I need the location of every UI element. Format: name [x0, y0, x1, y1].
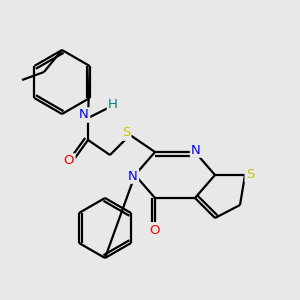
Text: S: S: [122, 127, 130, 140]
Text: H: H: [108, 98, 118, 112]
Text: S: S: [246, 169, 254, 182]
Text: O: O: [64, 154, 74, 167]
Text: N: N: [128, 169, 138, 182]
Text: N: N: [191, 143, 201, 157]
Text: N: N: [79, 109, 89, 122]
Text: O: O: [150, 224, 160, 236]
